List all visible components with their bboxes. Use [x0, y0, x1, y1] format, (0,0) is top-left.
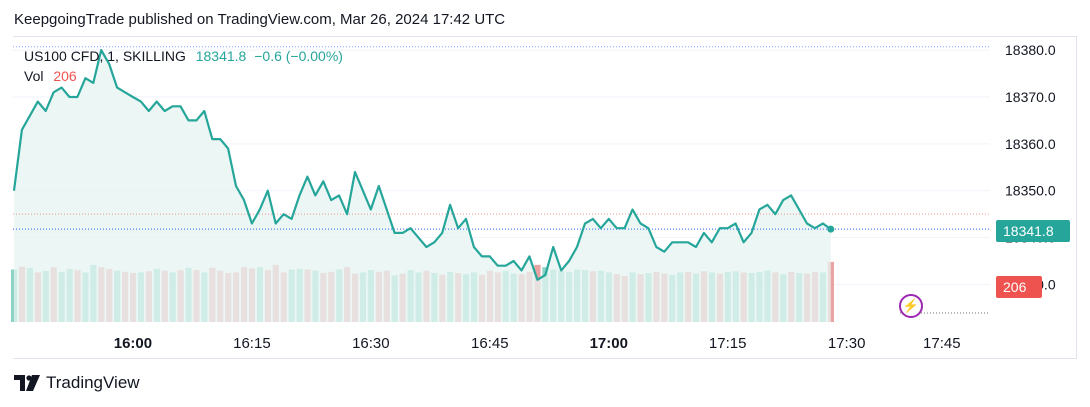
brand-name: TradingView [46, 373, 140, 392]
tradingview-logo-icon [14, 375, 40, 391]
y-tick-label: 18380.0 [1005, 42, 1056, 58]
publish-header: KeepgoingTrade published on TradingView.… [14, 11, 506, 28]
chart-legend: US100 CFD, 1, SKILLING 18341.8 −0.6 (−0.… [24, 46, 343, 86]
chart-frame [13, 36, 1077, 359]
symbol-label[interactable]: US100 CFD, 1, SKILLING [24, 48, 186, 64]
x-tick-label: 17:45 [923, 335, 961, 352]
last-price: 18341.8 [195, 48, 247, 64]
volume-tag: 206 [996, 276, 1042, 298]
x-tick-label: 16:15 [233, 335, 271, 352]
y-tick-label: 18360.0 [1005, 136, 1056, 152]
volume-bar [827, 261, 834, 322]
price-area [14, 50, 831, 322]
brand-footer[interactable]: TradingView [14, 373, 140, 393]
y-tick-label: 18370.0 [1005, 89, 1056, 105]
x-tick-label: 17:00 [590, 335, 628, 352]
price-line [12, 49, 832, 281]
x-tick-label: 17:15 [709, 335, 747, 352]
x-tick-label: 17:30 [828, 335, 866, 352]
lightning-icon[interactable]: ⚡ [899, 294, 923, 318]
volume-label[interactable]: Vol [24, 68, 44, 84]
volume-value: 206 [53, 68, 77, 84]
x-tick-label: 16:45 [471, 335, 509, 352]
x-tick-label: 16:00 [114, 335, 152, 352]
last-price-tag: 18341.8 [996, 220, 1070, 242]
y-tick-label: 18350.0 [1005, 183, 1056, 199]
price-change: −0.6 (−0.00%) [254, 48, 343, 64]
x-tick-label: 16:30 [352, 335, 390, 352]
last-price-dot [827, 225, 835, 233]
